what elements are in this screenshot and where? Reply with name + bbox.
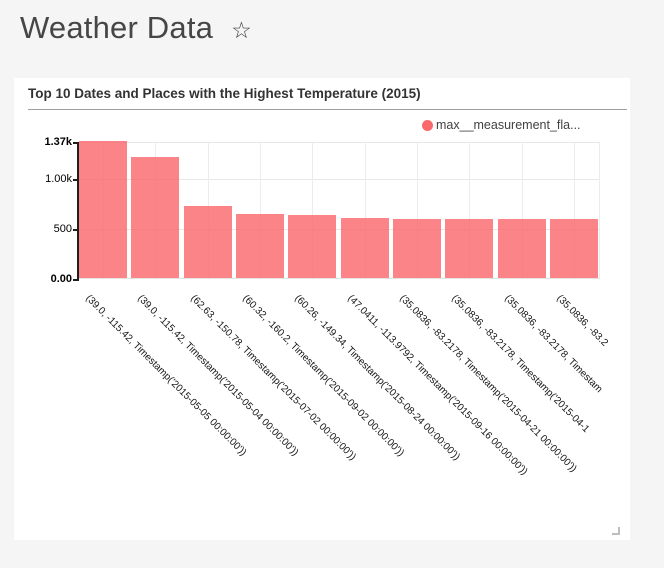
bar-4[interactable] [236,213,285,278]
y-tick-label: 1.37k [44,136,72,148]
h-gridline [77,179,600,180]
bar-9[interactable] [497,218,546,278]
bar-1[interactable] [79,141,128,278]
chart-legend[interactable]: max__measurement_fla... [422,118,581,132]
x-tick-label: (35.0836, -83.2178, Timestamp('2015-04-2… [397,293,579,475]
v-gridline [260,142,262,278]
page-title: Weather Data [20,10,214,45]
h-gridline [77,229,600,230]
bar-10[interactable] [549,218,598,278]
bar-3[interactable] [183,205,232,278]
h-gridline [77,142,600,143]
y-tick-label: 0.00 [50,273,72,285]
y-axis-line [77,142,79,281]
chart-card: Top 10 Dates and Places with the Highest… [14,78,630,540]
legend-color-dot-icon [422,119,433,131]
legend-label: max__measurement_fla... [436,118,581,132]
bar-5[interactable] [288,214,337,278]
x-tick-label: (35.0836, -83.2 [554,293,610,349]
y-tick-label: 500 [53,223,72,235]
resize-handle-icon[interactable] [612,527,620,535]
title-divider [28,109,627,110]
bar-7[interactable] [392,218,441,278]
v-gridline [416,142,418,278]
favorite-star-icon[interactable]: ☆ [231,16,252,43]
y-tick-mark [73,279,77,281]
y-tick-label: 1.00k [45,173,72,185]
x-tick-label: (35.0836, -83.2178, Timestam [501,293,604,396]
y-tick-mark [73,142,77,144]
v-gridline [573,142,575,278]
v-gridline [469,142,471,278]
bar-chart-plot-area [77,141,600,279]
page-header: Weather Data ☆ [20,10,252,46]
x-tick-label: (47.0411, -113.9792, Timestamp('2015-09-… [344,293,530,478]
v-gridline [521,142,523,278]
bar-6[interactable] [340,217,389,278]
bar-8[interactable] [445,218,494,278]
v-gridline [312,142,314,278]
y-tick-mark [73,179,77,181]
chart-title: Top 10 Dates and Places with the Highest… [28,86,421,101]
y-tick-mark [73,229,77,231]
bar-2[interactable] [131,157,180,278]
v-gridline [599,142,600,278]
v-gridline [364,142,366,278]
